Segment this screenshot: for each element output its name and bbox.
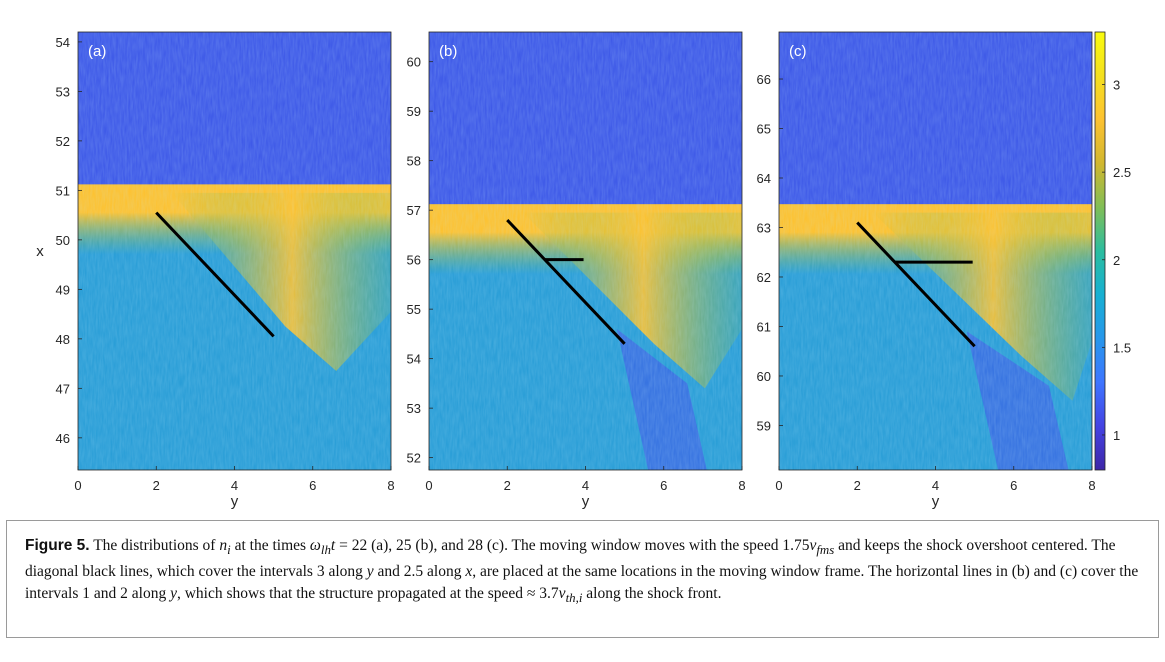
y-tick-label: 53: [407, 401, 421, 416]
y-tick-label: 61: [757, 319, 771, 334]
x-axis-label: y: [932, 493, 940, 510]
x-tick-label: 8: [738, 478, 745, 493]
y-tick-label: 60: [757, 369, 771, 384]
y-tick-label: 56: [407, 253, 421, 268]
x-tick-label: 8: [387, 478, 394, 493]
diagonal-line: [856, 221, 976, 348]
colorbar-tick-label: 2: [1113, 253, 1120, 268]
colorbar: 1 1.5 2 2.5 3: [1094, 31, 1131, 471]
x-tick-label: 4: [932, 478, 939, 493]
speckle-texture: [78, 32, 391, 470]
y-tick-label: 50: [56, 233, 70, 248]
x-tick-label: 2: [504, 478, 511, 493]
x-tick-label: 0: [74, 478, 81, 493]
x-tick-label: 6: [309, 478, 316, 493]
x-tick-label: 2: [153, 478, 160, 493]
speckle-texture: [779, 32, 1092, 470]
x-tick-label: 6: [660, 478, 667, 493]
x-tick-label: 4: [582, 478, 589, 493]
diagonal-line: [506, 219, 626, 345]
diagonal-line: [155, 211, 275, 338]
y-tick-label: 51: [56, 183, 70, 198]
y-tick-label: 65: [757, 122, 771, 137]
y-tick-label: 57: [407, 203, 421, 218]
y-tick-label: 54: [56, 35, 70, 50]
x-tick-label: 8: [1088, 478, 1095, 493]
caption-text: Figure 5. The distributions of ni at the…: [25, 537, 1139, 606]
panel-label: (c): [789, 43, 807, 60]
colorbar-tick-label: 1.5: [1113, 340, 1131, 355]
y-tick-label: 60: [407, 55, 421, 70]
y-tick-label: 52: [407, 451, 421, 466]
panel-label: (a): [88, 43, 106, 60]
colorbar-tick-label: 3: [1113, 78, 1120, 93]
x-tick-label: 2: [854, 478, 861, 493]
y-tick-label: 64: [757, 171, 771, 186]
x-tick-label: 0: [425, 478, 432, 493]
x-tick-label: 6: [1010, 478, 1017, 493]
colorbar-tick-label: 2.5: [1113, 165, 1131, 180]
y-tick-label: 63: [757, 220, 771, 235]
x-tick-label: 0: [775, 478, 782, 493]
figure-caption: Figure 5. The distributions of ni at the…: [6, 520, 1159, 638]
speckle-texture: [429, 32, 742, 470]
y-tick-label: 59: [757, 418, 771, 433]
panel-1: 0 2 4 6 8 52 53 54 55 56 57 58 59 60 y (b): [407, 31, 746, 510]
y-tick-label: 62: [757, 270, 771, 285]
y-tick-label: 53: [56, 84, 70, 99]
y-tick-label: 47: [56, 381, 70, 396]
y-tick-label: 49: [56, 282, 70, 297]
y-tick-label: 52: [56, 134, 70, 149]
y-tick-label: 54: [407, 352, 421, 367]
x-axis-label: y: [582, 493, 590, 510]
x-axis-label: y: [231, 493, 239, 510]
colorbar-tick-label: 1: [1113, 428, 1120, 443]
colorbar-gradient: [1094, 31, 1106, 471]
y-tick-label: 55: [407, 302, 421, 317]
y-tick-label: 48: [56, 332, 70, 347]
y-tick-label: 58: [407, 154, 421, 169]
y-tick-label: 46: [56, 431, 70, 446]
caption-label: Figure 5.: [25, 537, 90, 554]
y-tick-label: 59: [407, 104, 421, 119]
y-axis-label: x: [36, 243, 44, 260]
panel-label: (b): [439, 43, 457, 60]
y-tick-label: 66: [757, 72, 771, 87]
x-tick-label: 4: [231, 478, 238, 493]
panel-2: 0 2 4 6 8 59 60 61 62 63 64 65 66 y (c): [757, 31, 1096, 510]
